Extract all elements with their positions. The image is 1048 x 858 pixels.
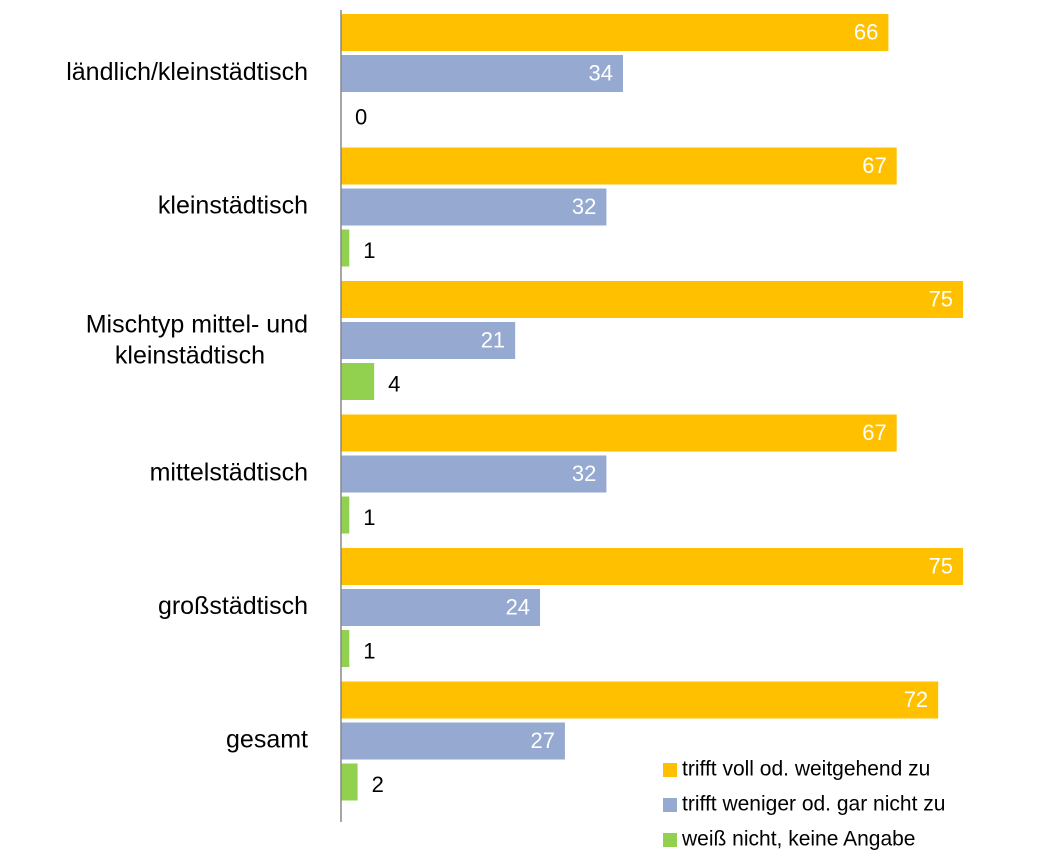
bar (341, 14, 889, 51)
legend-label: trifft weniger od. gar nicht zu (682, 793, 945, 816)
value-label: 1 (363, 505, 375, 530)
bar (341, 681, 939, 719)
category-label: kleinstädtisch (158, 192, 308, 220)
bar (341, 722, 565, 760)
value-label: 4 (388, 371, 400, 396)
value-label: 66 (854, 19, 878, 44)
value-label: 1 (363, 638, 375, 663)
bar (341, 281, 964, 318)
legend-label: trifft voll od. weitgehend zu (682, 758, 930, 781)
value-label: 34 (589, 60, 613, 85)
bar (341, 55, 623, 92)
value-label: 21 (481, 327, 505, 352)
value-label: 67 (862, 420, 886, 445)
legend-label: weiß nicht, keine Angabe (681, 828, 915, 851)
bar (341, 630, 350, 667)
category-label: ländlich/kleinstädtisch (66, 58, 308, 86)
category-label: Mischtyp mittel- und kleinstädtisch (86, 310, 308, 369)
value-label: 27 (530, 728, 554, 753)
bar (341, 322, 516, 359)
value-label: 0 (355, 104, 367, 129)
legend-swatch (663, 763, 677, 777)
value-label: 75 (929, 553, 953, 578)
bar (341, 496, 350, 534)
category-label: gesamt (226, 726, 308, 754)
value-label: 32 (572, 461, 596, 486)
bar (341, 414, 897, 452)
value-label: 24 (506, 594, 530, 619)
bar (341, 455, 607, 493)
legend-swatch (663, 798, 677, 812)
value-label: 32 (572, 194, 596, 219)
bar (341, 363, 375, 400)
bar (341, 147, 897, 185)
value-label: 1 (363, 238, 375, 263)
bar (341, 548, 964, 585)
category-label: mittelstädtisch (150, 459, 308, 487)
bar (341, 589, 541, 626)
value-label: 72 (904, 687, 928, 712)
legend-swatch (663, 833, 677, 847)
value-label: 67 (862, 153, 886, 178)
category-label: großstädtisch (158, 592, 308, 620)
value-label: 75 (929, 286, 953, 311)
bar (341, 188, 607, 226)
bar (341, 229, 350, 267)
bar (341, 763, 358, 801)
value-label: 2 (372, 772, 384, 797)
